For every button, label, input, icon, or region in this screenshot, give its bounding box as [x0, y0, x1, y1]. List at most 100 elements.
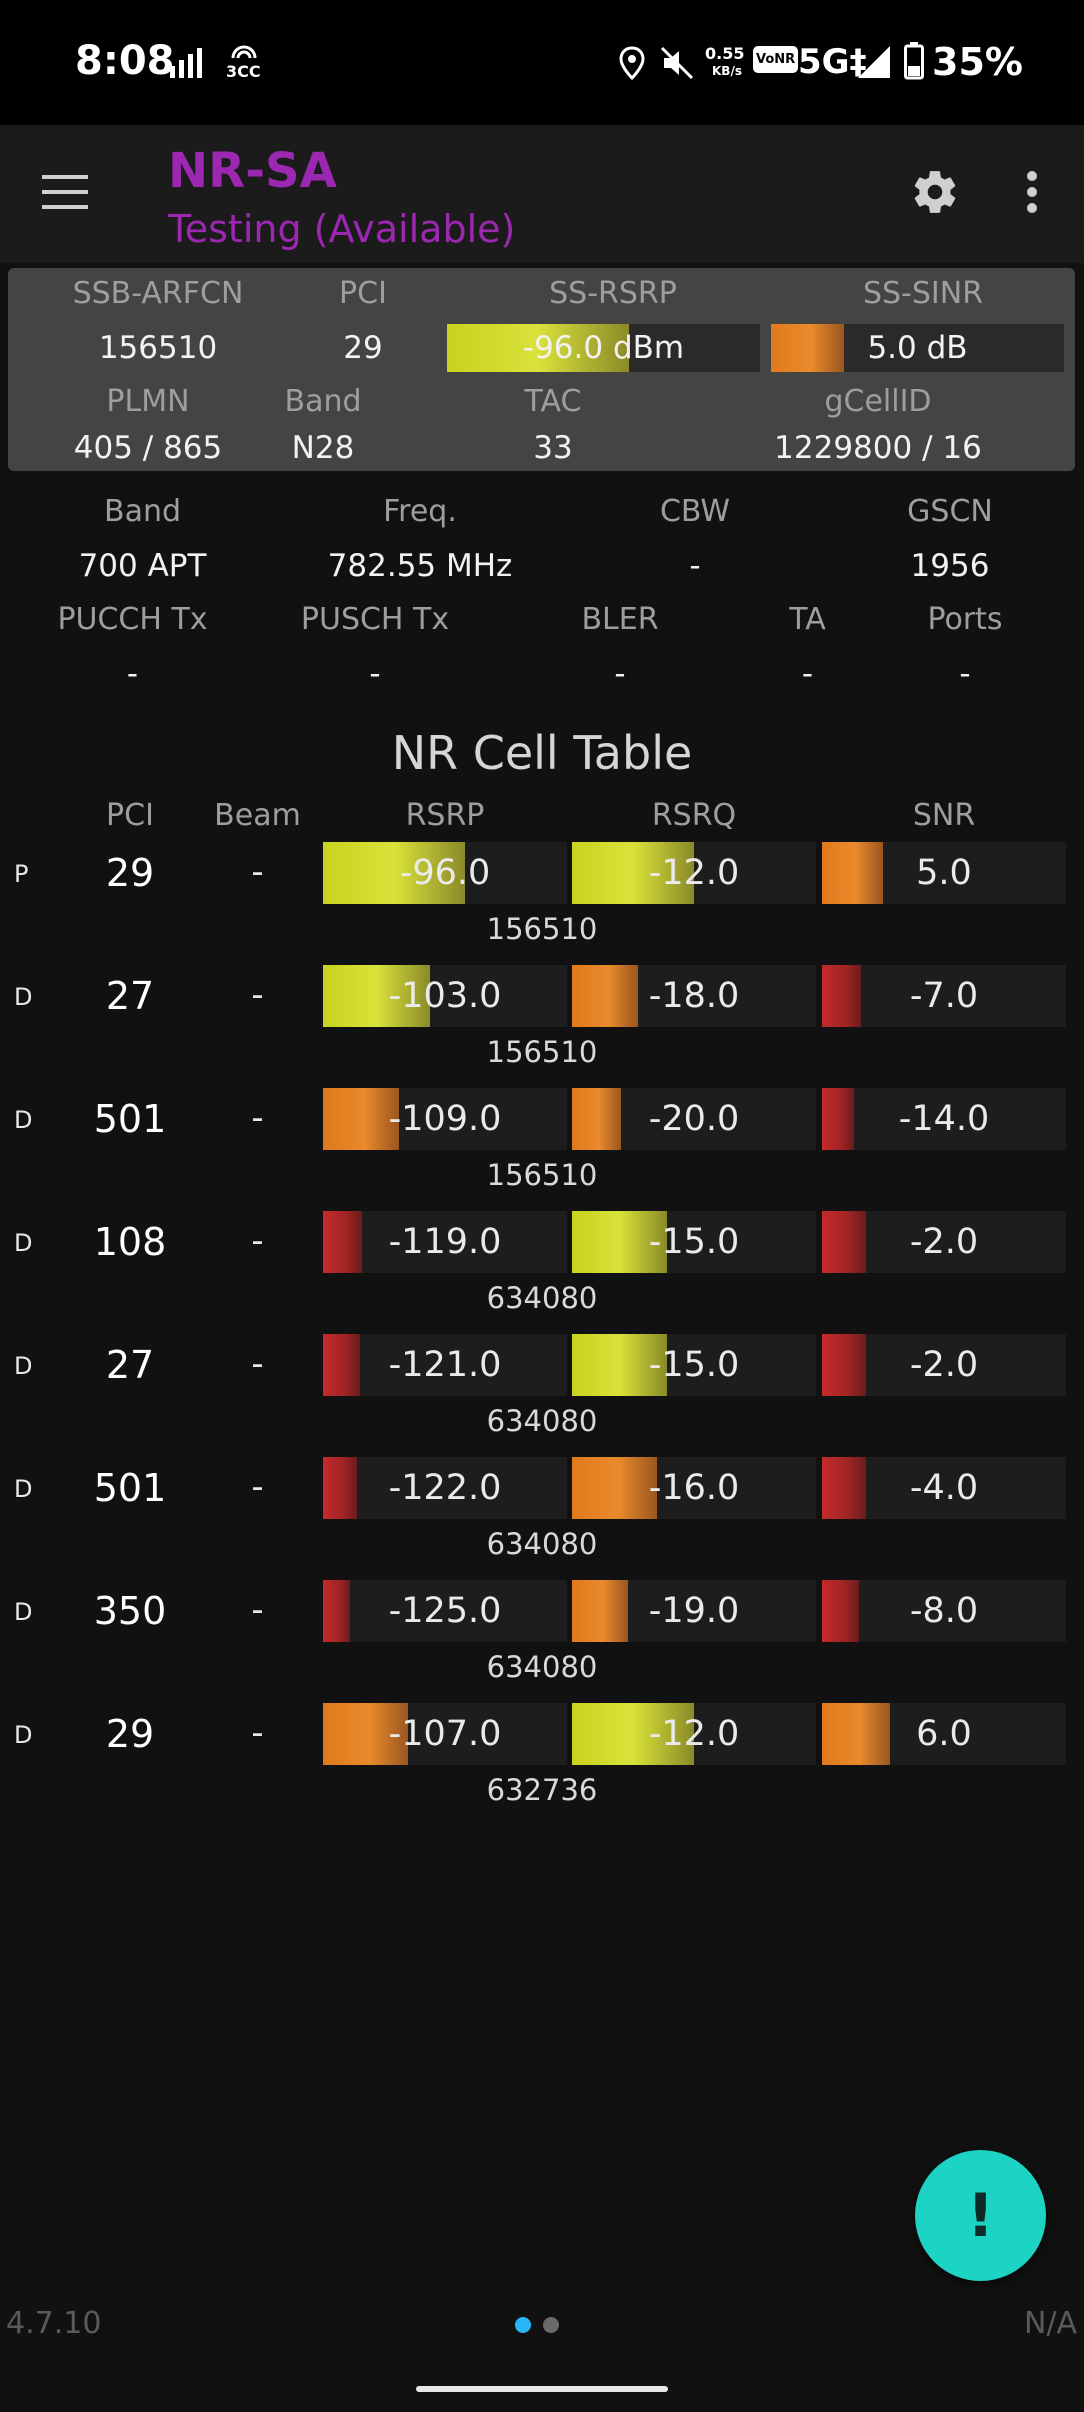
- row-rsrp-meter: -119.0: [323, 1211, 567, 1273]
- row-rsrq-value: -12.0: [648, 853, 740, 893]
- ss-sinr-fill: [771, 324, 845, 372]
- row-rsrp-fill: [323, 1334, 360, 1396]
- app-bar: NR-SA Testing (Available): [0, 125, 1084, 263]
- row-snr-value: -7.0: [909, 976, 979, 1016]
- page-indicator-inactive[interactable]: [543, 2317, 559, 2333]
- row-beam: -: [251, 1713, 264, 1753]
- row-snr-fill: [822, 1703, 890, 1765]
- col-header-pci: PCI: [106, 798, 154, 833]
- col-header-snr: SNR: [912, 798, 976, 833]
- row-rsrq-meter: -12.0: [572, 1703, 816, 1765]
- detail-band-value: 700 APT: [78, 548, 207, 584]
- row-arfcn: 634080: [486, 1527, 598, 1561]
- detail-header-cbw: CBW: [659, 494, 731, 529]
- row-rsrp-meter: -96.0: [323, 842, 567, 904]
- ca-label: 3CC: [226, 62, 261, 81]
- header-gcellid: gCellID: [824, 384, 932, 419]
- row-rsrp-meter: -103.0: [323, 965, 567, 1027]
- row-type-tag: D: [14, 1475, 33, 1503]
- location-icon: [619, 46, 645, 80]
- row-type-tag: D: [14, 1598, 33, 1626]
- detail-header-pusch: PUSCH Tx: [300, 602, 450, 637]
- table-row: D 108 - -119.0 -15.0 -2.0 634080: [0, 1211, 1084, 1321]
- ss-sinr-value: 5.0 dB: [867, 330, 968, 366]
- row-rsrp-value: -121.0: [388, 1345, 502, 1385]
- row-snr-meter: -4.0: [822, 1457, 1066, 1519]
- table-row: D 501 - -122.0 -16.0 -4.0 634080: [0, 1457, 1084, 1567]
- row-arfcn: 632736: [486, 1773, 598, 1807]
- status-bar: 8:08 3CC 0.55 KB/s VoNR 5G‡ 35%: [0, 0, 1084, 125]
- row-rsrp-fill: [323, 1211, 362, 1273]
- row-rsrq-meter: -18.0: [572, 965, 816, 1027]
- header-ssb-arfcn: SSB-ARFCN: [72, 276, 244, 311]
- row-snr-value: 6.0: [916, 1714, 972, 1754]
- serving-cell-summary: SSB-ARFCN PCI SS-RSRP SS-SINR 156510 29 …: [8, 268, 1075, 471]
- detail-gscn-value: 1956: [910, 548, 990, 584]
- row-pci: 29: [105, 1712, 155, 1756]
- vonr-badge: VoNR: [753, 46, 799, 73]
- row-beam: -: [251, 852, 264, 892]
- battery-level: 35%: [932, 40, 1023, 84]
- detail-header-pucch: PUCCH Tx: [57, 602, 208, 637]
- table-row: D 27 - -103.0 -18.0 -7.0 156510: [0, 965, 1084, 1075]
- home-gesture-bar[interactable]: [416, 2386, 668, 2392]
- row-rsrp-value: -103.0: [388, 976, 502, 1016]
- nr-cell-table-title: NR Cell Table: [391, 726, 693, 780]
- menu-icon[interactable]: [42, 175, 88, 209]
- info-fab-button[interactable]: !: [915, 2150, 1046, 2281]
- row-pci: 501: [93, 1097, 167, 1141]
- row-snr-value: -2.0: [909, 1222, 979, 1262]
- row-rsrq-meter: -15.0: [572, 1211, 816, 1273]
- row-arfcn: 634080: [486, 1404, 598, 1438]
- row-rsrp-value: -109.0: [388, 1099, 502, 1139]
- header-pci: PCI: [339, 276, 387, 311]
- page-indicator-active[interactable]: [515, 2317, 531, 2333]
- row-snr-fill: [822, 1580, 859, 1642]
- row-snr-fill: [822, 842, 883, 904]
- carrier-aggregation-icon: [231, 45, 257, 59]
- row-rsrp-meter: -107.0: [323, 1703, 567, 1765]
- row-rsrp-fill: [323, 1580, 350, 1642]
- row-pci: 29: [105, 851, 155, 895]
- speed-unit: KB/s: [712, 64, 742, 78]
- row-rsrp-fill: [323, 842, 465, 904]
- detail-header-band: Band: [103, 494, 182, 529]
- detail-ports-value: -: [959, 656, 971, 692]
- detail-header-ports: Ports: [927, 602, 1003, 637]
- footer-status: N/A: [1024, 2306, 1078, 2341]
- row-rsrq-meter: -16.0: [572, 1457, 816, 1519]
- plmn-value: 405 / 865: [73, 430, 223, 466]
- battery-icon: [904, 42, 924, 80]
- detail-pusch-value: -: [369, 656, 381, 692]
- row-beam: -: [251, 1467, 264, 1507]
- row-rsrp-meter: -122.0: [323, 1457, 567, 1519]
- row-rsrp-meter: -125.0: [323, 1580, 567, 1642]
- row-type-tag: D: [14, 1352, 33, 1380]
- row-rsrp-meter: -109.0: [323, 1088, 567, 1150]
- ssb-arfcn-value: 156510: [98, 330, 218, 366]
- pci-value: 29: [343, 330, 383, 366]
- detail-pucch-value: -: [126, 656, 139, 692]
- row-pci: 27: [105, 1343, 155, 1387]
- row-type-tag: D: [14, 983, 33, 1011]
- row-arfcn: 156510: [486, 1158, 598, 1192]
- row-rsrq-fill: [572, 1334, 667, 1396]
- more-options-icon[interactable]: [1025, 170, 1039, 214]
- row-type-tag: D: [14, 1229, 33, 1257]
- row-beam: -: [251, 1221, 264, 1261]
- table-header: PCI Beam RSRP RSRQ SNR: [0, 796, 1084, 836]
- row-beam: -: [251, 975, 264, 1015]
- row-arfcn: 634080: [486, 1650, 598, 1684]
- row-rsrq-value: -16.0: [648, 1468, 740, 1508]
- detail-header-gscn: GSCN: [907, 494, 993, 529]
- row-rsrq-fill: [572, 842, 694, 904]
- tac-value: 33: [533, 430, 573, 466]
- settings-gear-icon[interactable]: [910, 167, 960, 217]
- table-row: D 501 - -109.0 -20.0 -14.0 156510: [0, 1088, 1084, 1198]
- col-header-rsrp: RSRP: [405, 798, 485, 833]
- row-snr-meter: 5.0: [822, 842, 1066, 904]
- detail-header-bler: BLER: [581, 602, 659, 637]
- table-row: D 350 - -125.0 -19.0 -8.0 634080: [0, 1580, 1084, 1690]
- row-snr-fill: [822, 1334, 866, 1396]
- row-rsrq-meter: -20.0: [572, 1088, 816, 1150]
